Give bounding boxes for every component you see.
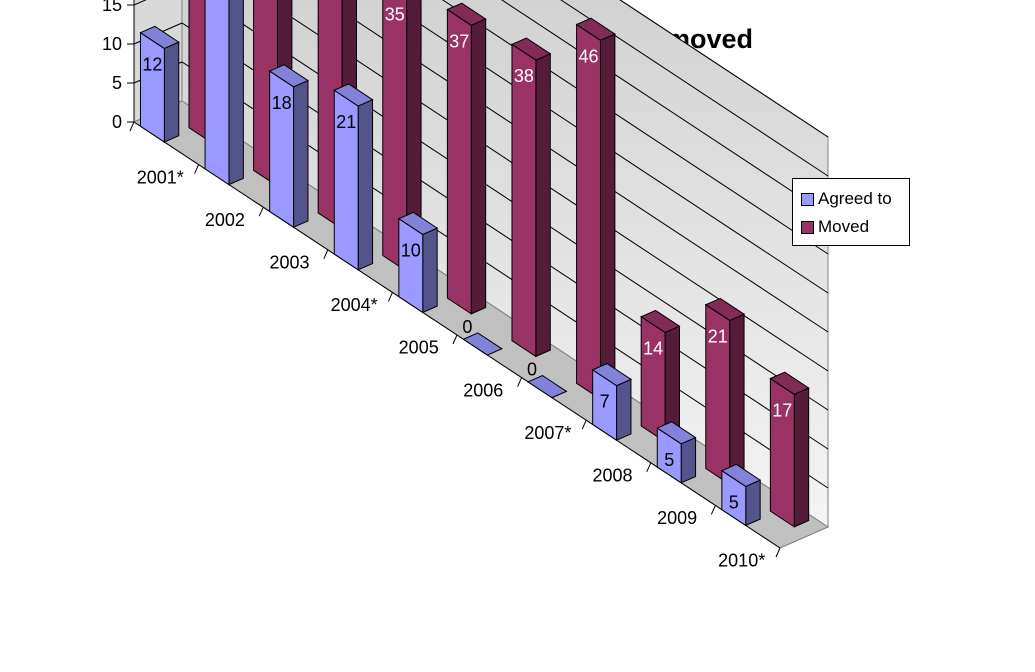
data-label-agreed: 10 — [401, 241, 421, 261]
bar-moved-top — [640, 309, 681, 334]
x-tick — [710, 505, 716, 515]
x-tick — [387, 292, 393, 302]
x-tick-label: 2001* — [137, 167, 184, 187]
y-tick-label: 5 — [112, 73, 122, 93]
bar-moved-front — [640, 315, 666, 443]
x-tick — [323, 249, 329, 260]
bar-agreed-side — [357, 98, 374, 271]
x-tick-label: 2003 — [269, 253, 309, 273]
legend-item-agreed: Agreed to — [801, 185, 909, 213]
x-tick — [258, 206, 264, 217]
data-label-agreed: 0 — [462, 317, 472, 337]
bar-agreed-side — [293, 79, 309, 228]
x-tick — [646, 462, 652, 473]
bar-agreed-top — [268, 64, 310, 88]
data-label-moved: 37 — [449, 31, 469, 51]
legend: Agreed to Moved — [792, 178, 910, 246]
x-tick-label: 2006 — [463, 380, 503, 400]
bar-agreed-top — [720, 463, 762, 487]
bar-agreed-side — [228, 0, 244, 186]
x-tick-label: 2004* — [331, 295, 378, 315]
data-label-moved: 17 — [772, 400, 792, 420]
data-label-moved: 38 — [514, 66, 534, 86]
data-label-moved: 46 — [579, 46, 599, 66]
data-label-agreed: 18 — [272, 93, 292, 113]
bar-agreed-top — [656, 421, 697, 445]
bar-moved-top — [510, 37, 552, 61]
x-tick — [194, 164, 200, 174]
x-tick — [517, 377, 523, 387]
bar-agreed-side — [163, 41, 180, 143]
x-tick — [581, 419, 587, 430]
x-tick-label: 2005 — [399, 338, 439, 358]
legend-item-moved: Moved — [801, 213, 909, 241]
bar-agreed-side — [745, 479, 761, 527]
bar-agreed-side — [616, 378, 632, 441]
legend-label-moved: Moved — [818, 217, 870, 236]
y-tick-label: 15 — [102, 0, 122, 15]
legend-swatch-agreed — [801, 192, 814, 206]
bar-agreed-top — [462, 332, 503, 356]
bar-moved-top — [446, 2, 487, 26]
bar-moved-top — [704, 297, 746, 322]
bar-moved-side — [793, 387, 810, 528]
y-tick-label: 0 — [112, 112, 122, 132]
data-label-agreed: 12 — [142, 55, 162, 75]
x-tick — [452, 334, 458, 345]
bar-moved-side — [729, 313, 745, 486]
bar-moved-side — [599, 33, 616, 400]
bar-moved-front — [511, 43, 537, 358]
bar-agreed-side — [680, 436, 697, 484]
bar-agreed-front — [204, 0, 230, 186]
x-tick-label: 2007* — [524, 423, 571, 443]
bar-moved-top — [575, 17, 616, 41]
bar-agreed-side — [422, 227, 438, 314]
bar-moved-side — [535, 53, 551, 358]
bar-agreed-top — [527, 374, 568, 399]
bar-moved-side — [470, 18, 487, 315]
bar-agreed-top — [333, 83, 374, 107]
data-label-moved: 14 — [643, 339, 663, 359]
bar-moved-top — [769, 371, 810, 395]
bar-moved-front — [576, 23, 601, 401]
data-label-agreed: 5 — [729, 493, 739, 513]
data-label-agreed: 21 — [336, 112, 356, 132]
bar-agreed-front — [139, 31, 165, 143]
data-label-agreed: 0 — [527, 360, 537, 380]
data-label-agreed: 7 — [600, 392, 610, 412]
x-tick — [775, 547, 781, 558]
legend-label-agreed: Agreed to — [818, 189, 892, 208]
data-label-agreed: 5 — [664, 450, 674, 470]
legend-swatch-moved — [801, 220, 814, 234]
bar-agreed-top — [139, 25, 180, 49]
x-tick-label: 2009 — [657, 508, 697, 528]
bar-agreed-top — [591, 362, 633, 387]
data-label-moved: 35 — [385, 4, 405, 24]
x-tick — [129, 121, 135, 132]
x-tick-label: 2010* — [718, 551, 765, 571]
x-tick-label: 2002 — [205, 210, 245, 230]
data-label-moved: 21 — [708, 327, 728, 347]
x-tick-label: 2008 — [592, 466, 632, 486]
bar-moved-front — [446, 8, 472, 315]
y-tick-label: 10 — [102, 34, 122, 54]
bar-agreed-front — [398, 217, 424, 314]
bar-agreed-top — [397, 211, 439, 235]
